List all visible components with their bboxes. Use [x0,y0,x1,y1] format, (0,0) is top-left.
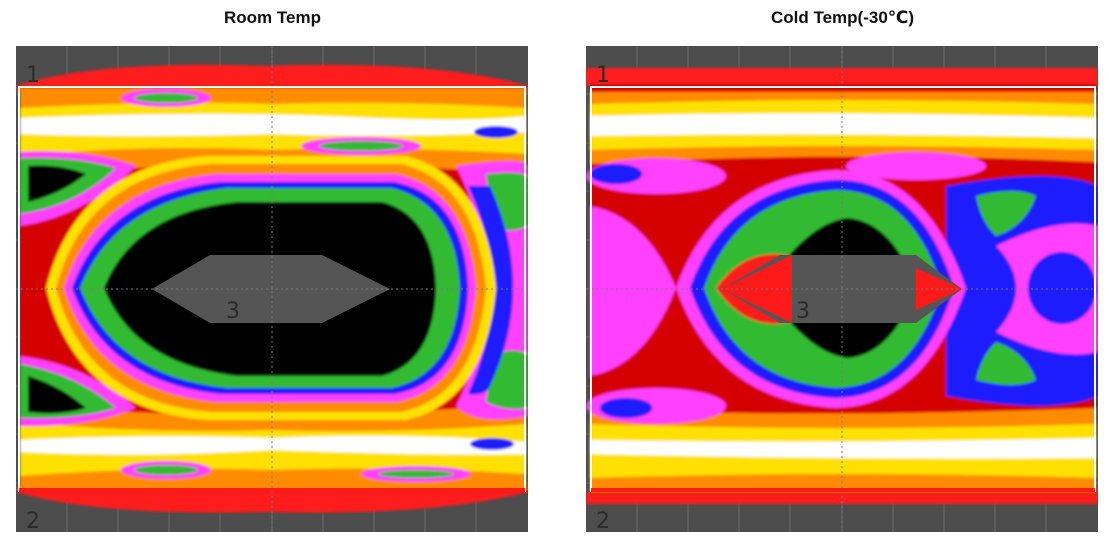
center-crosshair [586,46,1098,532]
room-temp-eye-diagram: 1 2 3 [16,46,528,532]
mask-violation-right [916,268,962,310]
marker-1-label: 1 [26,63,40,88]
marker-3-label: 3 [226,299,240,324]
marker-3-label: 3 [796,299,810,324]
eye-density-map [16,64,528,513]
marker-1-label: 1 [596,63,610,88]
room-temp-title: Room Temp [224,8,321,27]
cold-temp-title: Cold Temp(-30℃) [770,8,915,27]
marker-2-label: 2 [596,509,610,532]
marker-2-label: 2 [26,509,40,532]
cold-temp-eye-diagram: 1 2 3 [586,46,1098,532]
center-crosshair [16,46,528,532]
